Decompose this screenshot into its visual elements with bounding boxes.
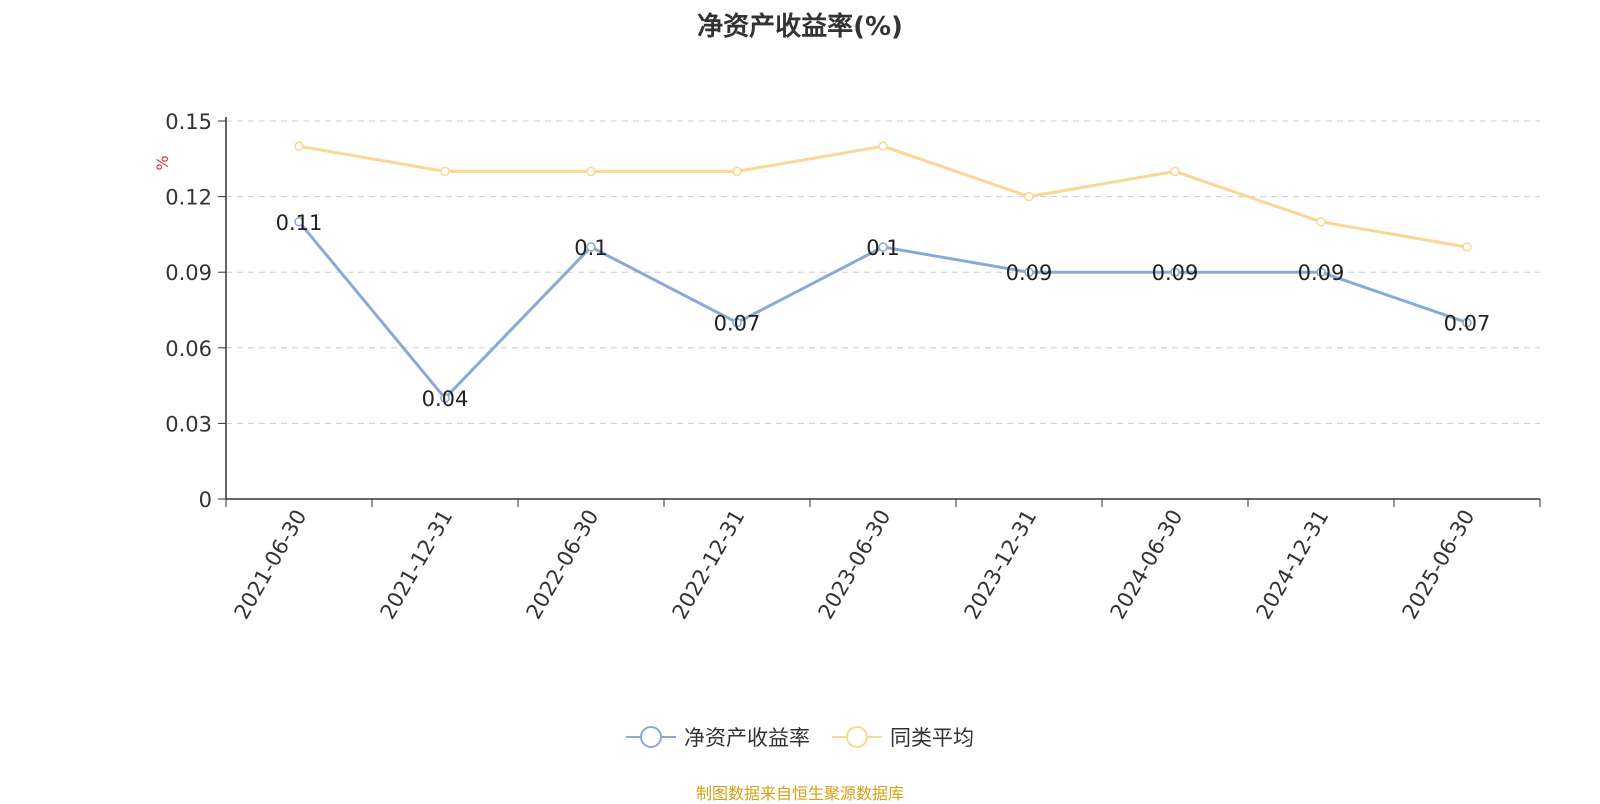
data-point: [878, 242, 888, 252]
y-tick-label: 0.03: [165, 412, 212, 436]
data-label: 0.1: [866, 236, 899, 260]
data-point: [294, 217, 304, 227]
data-point: [586, 166, 596, 177]
legend-item-roe[interactable]: 净资产收益率: [626, 722, 810, 752]
x-tick-label: 2023-12-31: [960, 506, 1042, 624]
y-tick-label: 0.09: [165, 261, 212, 285]
data-point: [878, 141, 888, 151]
y-axis-label: %: [153, 155, 172, 170]
x-tick-label: 2022-12-31: [668, 506, 750, 624]
legend-marker-roe: [626, 726, 676, 748]
data-label: 0.09: [1006, 261, 1053, 285]
x-tick-label: 2022-06-30: [522, 506, 604, 624]
data-point: [1462, 242, 1472, 252]
legend: 净资产收益率 同类平均: [0, 722, 1600, 752]
y-tick-label: 0.06: [165, 337, 212, 361]
data-labels: 0.11 0.04 0.1 0.07 0.1 0.09 0.09 0.09 0.07: [276, 211, 1491, 411]
x-tick-label: 2021-06-30: [230, 506, 312, 624]
axes: 0 0.03 0.06 0.09 0.12 0.15% 2021-06-30 2021-12-…: [153, 110, 1541, 624]
data-source-note: 制图数据来自恒生聚源数据库: [695, 784, 904, 803]
data-label: 0.1: [574, 236, 607, 260]
chart-title: 净资产收益率(%): [697, 12, 903, 42]
x-tick-label: 2021-12-31: [376, 506, 458, 624]
data-point: [586, 242, 596, 252]
x-tick-label: 2025-06-30: [1398, 506, 1480, 624]
data-label: 0.07: [714, 312, 761, 336]
data-point: [294, 141, 304, 151]
series-line-1: [298, 144, 1468, 249]
data-point: [1316, 217, 1326, 227]
x-tick-label: 2023-06-30: [814, 506, 896, 624]
data-point: [1316, 267, 1326, 277]
legend-marker-peer-average: [832, 726, 882, 748]
legend-item-peer-average[interactable]: 同类平均: [832, 722, 974, 752]
data-point: [1462, 317, 1472, 328]
series-lines: [294, 141, 1472, 403]
data-label: 0.07: [1444, 312, 1491, 336]
y-tick-label: 0: [199, 488, 212, 512]
x-tick-label: 2024-12-31: [1252, 506, 1334, 624]
data-point: [1024, 267, 1034, 277]
data-label: 0.04: [422, 387, 469, 411]
data-point: [440, 393, 450, 403]
legend-label-roe: 净资产收益率: [684, 726, 810, 750]
y-tick-label: 0.15: [165, 110, 212, 134]
data-point: [1170, 166, 1180, 177]
data-point: [732, 166, 742, 177]
data-point: [440, 166, 450, 177]
data-point: [732, 317, 742, 328]
y-tick-label: 0.12: [165, 186, 212, 210]
x-tick-label: 2024-06-30: [1106, 506, 1188, 624]
data-label: 0.11: [276, 211, 323, 235]
data-point: [1024, 191, 1034, 202]
data-point: [1170, 267, 1180, 277]
data-label: 0.09: [1298, 261, 1345, 285]
legend-label-peer-average: 同类平均: [890, 726, 974, 750]
data-label: 0.09: [1152, 261, 1199, 285]
